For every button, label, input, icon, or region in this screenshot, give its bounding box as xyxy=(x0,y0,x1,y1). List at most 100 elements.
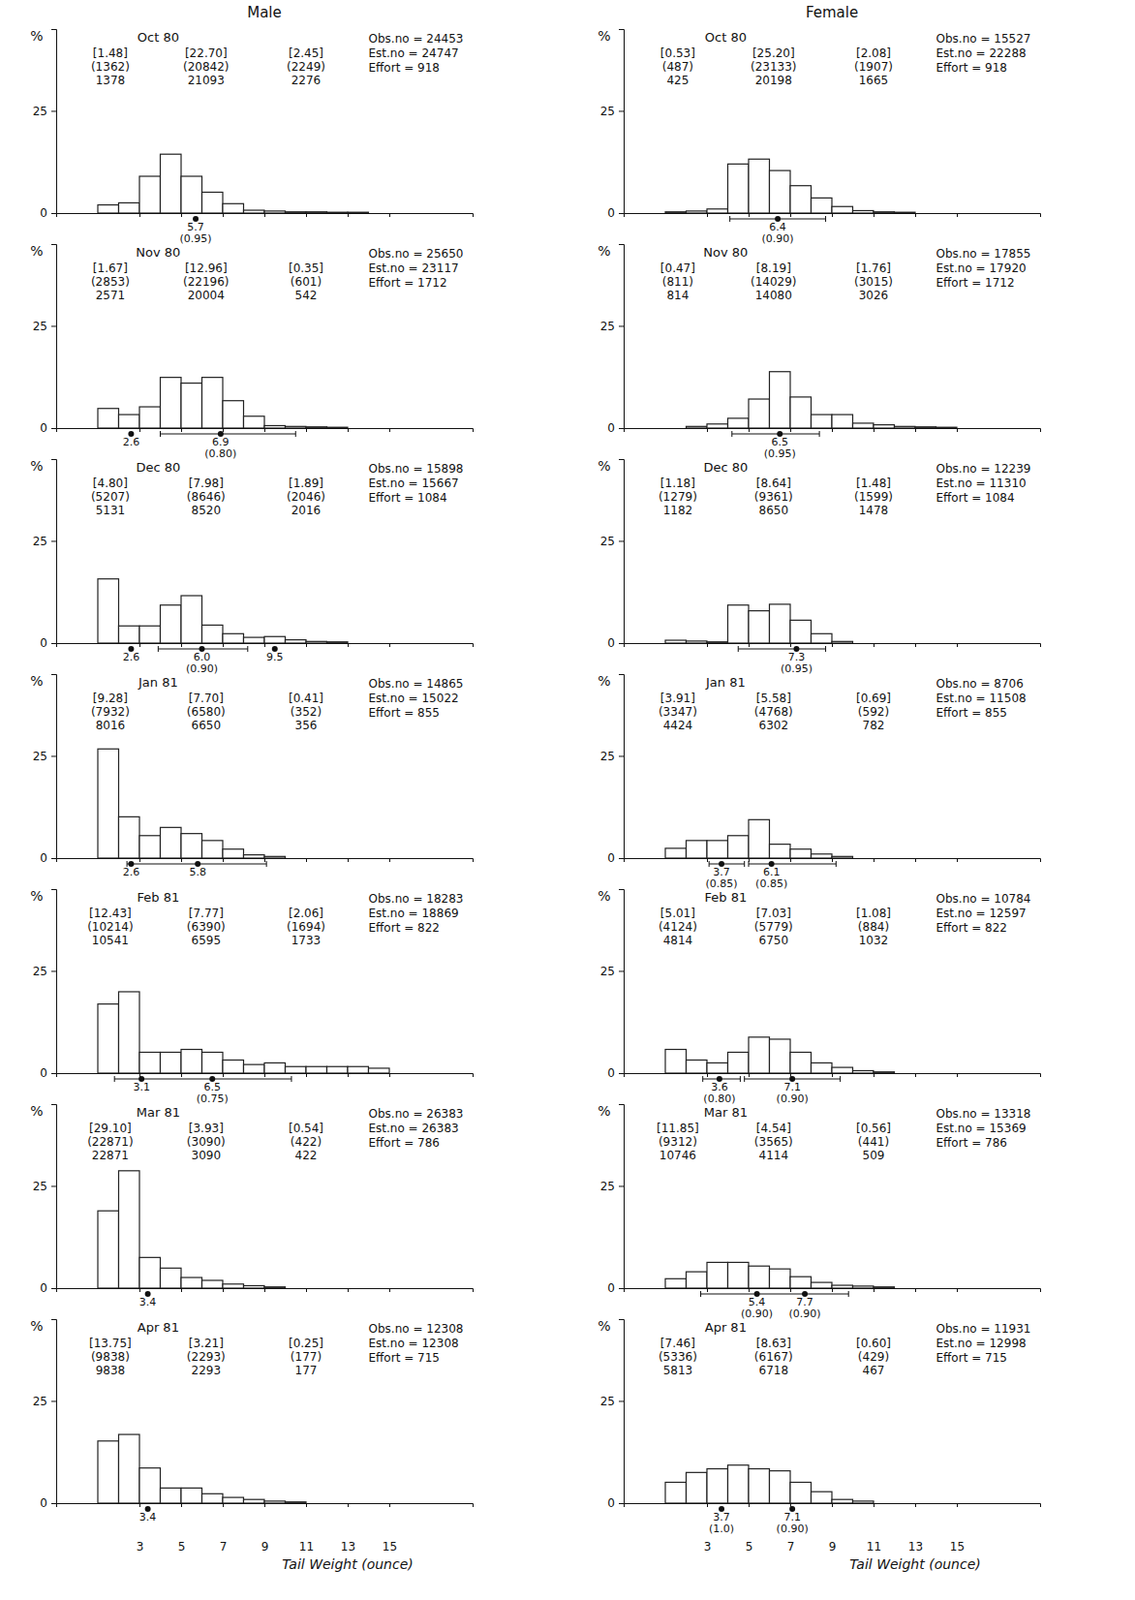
histogram-bar xyxy=(831,1285,854,1289)
x-axis-line xyxy=(624,858,1042,863)
x-tick xyxy=(915,1288,917,1292)
x-tick-mark xyxy=(873,428,875,432)
histogram-bar xyxy=(119,1170,141,1289)
x-tick xyxy=(790,213,792,217)
histogram-bar xyxy=(686,641,708,644)
y-tick-label: 25 xyxy=(600,534,615,549)
y-tick-mark xyxy=(618,1400,624,1402)
group-figure: (441) xyxy=(858,1135,890,1149)
group-figure: [0.56] xyxy=(856,1121,891,1135)
histogram-bar xyxy=(748,1469,770,1504)
panel-note: Est.no = 15022 xyxy=(368,691,460,706)
panel-title: Jan 81 xyxy=(705,674,746,690)
x-axis-line xyxy=(624,1073,1042,1078)
y-axis-line xyxy=(618,1319,625,1504)
x-tick xyxy=(956,643,958,647)
group-figure: (1362) xyxy=(91,60,130,74)
y-axis: 025 xyxy=(32,245,58,436)
x-tick-mark xyxy=(264,428,266,432)
x-tick xyxy=(139,643,141,647)
x-tick xyxy=(915,643,917,647)
group-figure: [1.76] xyxy=(856,261,891,276)
histogram-bar xyxy=(706,1261,729,1289)
column-title: Male xyxy=(246,3,282,22)
panel: 3579111315025%Apr 81[13.75](9838)9838[3.… xyxy=(30,1318,473,1572)
x-tick xyxy=(222,1073,224,1077)
y-tick-mark xyxy=(51,1400,57,1402)
histogram-bar xyxy=(790,849,812,859)
x-tick-mark xyxy=(873,213,875,217)
group-figure: (4768) xyxy=(754,705,794,719)
x-tick-label: 7 xyxy=(219,1539,228,1554)
y-tick-mark xyxy=(51,110,57,112)
group-figure: 4424 xyxy=(663,718,694,733)
y-tick-mark xyxy=(618,970,624,972)
x-tick-label: 15 xyxy=(950,1539,965,1554)
x-tick-mark xyxy=(748,1503,750,1507)
panel: 025%Jan 81[3.91](3347)4424[5.58](4768)63… xyxy=(597,673,1041,890)
histogram-bar xyxy=(244,855,266,859)
histogram-bar xyxy=(686,1271,708,1289)
x-tick-mark xyxy=(264,1073,266,1077)
x-tick-mark xyxy=(389,1503,391,1507)
x-tick xyxy=(748,428,750,432)
y-tick: 25 xyxy=(32,1179,57,1194)
bars xyxy=(686,371,958,429)
x-tick-label: 11 xyxy=(299,1539,314,1554)
histogram-bar xyxy=(831,641,854,644)
panel: 025%Dec 80[4.80](5207)5131[7.98](8646)85… xyxy=(30,458,473,675)
y-axis: 025 xyxy=(600,30,625,221)
group-figure: 6302 xyxy=(759,718,790,733)
mean-label: 9.5 xyxy=(266,650,284,664)
x-tick-mark xyxy=(347,1073,349,1077)
histogram-bar xyxy=(811,1491,833,1504)
histogram-bar xyxy=(748,611,770,644)
x-tick-mark xyxy=(139,858,141,862)
x-tick-mark xyxy=(306,428,307,432)
group-figure: 425 xyxy=(666,73,689,88)
group-figure: 4814 xyxy=(663,933,694,948)
x-tick-mark xyxy=(222,1288,224,1292)
y-tick: 25 xyxy=(600,964,624,979)
x-tick-label: 13 xyxy=(908,1539,923,1554)
histogram-bar xyxy=(665,1049,687,1074)
group-figure: [0.25] xyxy=(288,1336,324,1350)
x-tick-mark xyxy=(873,858,875,862)
x-tick-mark xyxy=(181,858,183,862)
histogram-bar xyxy=(327,1066,349,1074)
x-tick: 13 xyxy=(340,1503,356,1554)
y-tick-label: 0 xyxy=(39,1066,48,1080)
group-figure: 814 xyxy=(666,288,689,303)
histogram-bar xyxy=(181,176,203,214)
x-tick-mark xyxy=(873,1288,875,1292)
panel-note: Obs.no = 10784 xyxy=(936,891,1032,906)
histogram-bar xyxy=(285,640,307,644)
x-tick-label: 5 xyxy=(178,1539,186,1554)
x-axis xyxy=(57,858,474,862)
y-tick-label: 0 xyxy=(39,421,48,435)
x-tick-mark xyxy=(915,643,917,647)
x-tick xyxy=(347,858,349,862)
x-tick-mark xyxy=(306,1073,307,1077)
histogram-bar xyxy=(873,425,895,429)
sd-label: (0.90) xyxy=(776,1522,809,1535)
group-figure: [0.35] xyxy=(288,261,324,276)
panel-note: Est.no = 12308 xyxy=(368,1336,460,1350)
group-figure: (3015) xyxy=(854,275,893,289)
x-tick xyxy=(790,858,792,862)
group-figure: [8.19] xyxy=(756,261,792,276)
group-figure: 6718 xyxy=(759,1363,790,1378)
histogram-bar xyxy=(244,637,266,644)
panel-title: Oct 80 xyxy=(705,30,747,45)
x-tick xyxy=(389,643,391,647)
group-figure: 1032 xyxy=(858,933,890,948)
histogram-bar xyxy=(811,854,833,859)
x-tick xyxy=(748,213,750,217)
histogram-bar xyxy=(686,1059,708,1074)
x-tick xyxy=(790,1288,792,1292)
y-tick-mark xyxy=(51,970,57,972)
histogram-bar xyxy=(181,1277,203,1289)
x-tick-mark xyxy=(956,213,958,217)
group-figure: (6167) xyxy=(754,1349,794,1364)
y-tick: 25 xyxy=(600,319,624,334)
